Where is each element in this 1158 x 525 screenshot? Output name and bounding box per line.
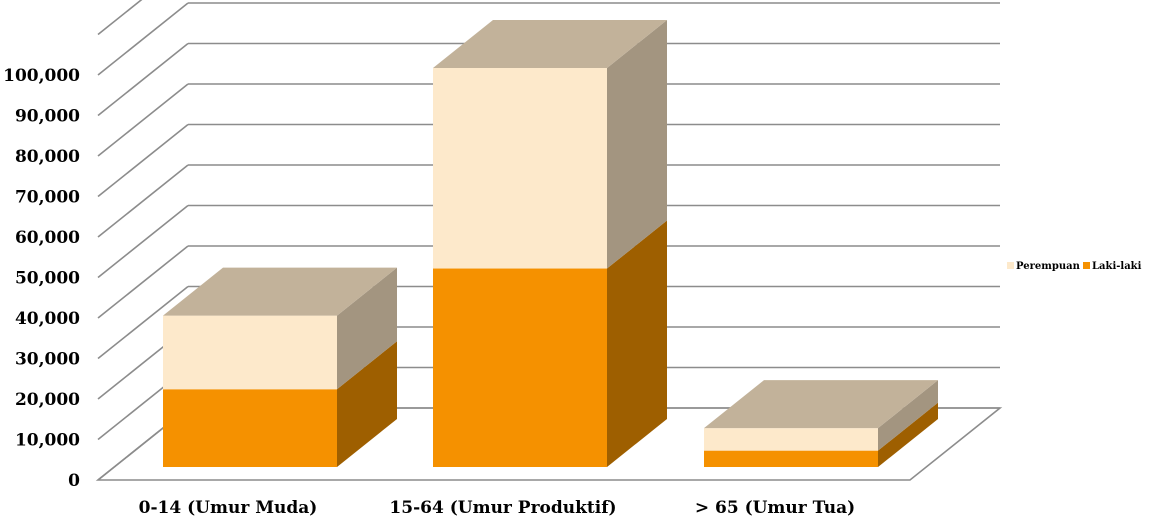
y-tick-label: 50,000 [15, 269, 80, 289]
legend-label: Perempuan [1016, 261, 1081, 272]
y-tick-label: 100,000 [3, 66, 80, 86]
y-tick-label: 10,000 [15, 431, 80, 451]
gridline-diagonal [97, 204, 189, 279]
bar-side-perempuan-2 [878, 380, 938, 451]
bar-side-laki-laki-0 [337, 341, 397, 467]
gridline-diagonal [97, 164, 189, 238]
y-tick-label: 30,000 [15, 350, 80, 370]
gridline-diagonal [97, 123, 189, 198]
bar-side-laki-laki-2 [878, 402, 938, 467]
gridline-diagonal [97, 42, 189, 117]
bars [163, 20, 938, 467]
legend: Perempuan Laki-laki [1007, 261, 1142, 272]
legend-swatch [1007, 262, 1014, 269]
bar-perempuan-1 [433, 68, 607, 269]
gridline-diagonal [97, 0, 143, 36]
bar-laki-laki-0 [163, 389, 337, 467]
x-category-label: > 65 (Umur Tua) [695, 498, 855, 518]
y-tick-labels: 0 10,000 20,000 30,000 40,000 50,000 60,000 70,… [3, 66, 80, 491]
bar-top-1 [433, 20, 667, 68]
axes [95, 407, 1003, 481]
bar-perempuan-2 [704, 428, 878, 451]
bar-perempuan-0 [163, 315, 337, 390]
gridline-diagonal [97, 83, 189, 157]
x-category-labels: 0-14 (Umur Muda) 15-64 (Umur Produktif) > … [139, 498, 856, 518]
y-tick-label: 20,000 [15, 390, 80, 410]
x-category-label: 15-64 (Umur Produktif) [389, 498, 616, 518]
bar-top-0 [163, 267, 397, 316]
bar-laki-laki-1 [433, 268, 607, 467]
gridline-diagonal [97, 285, 189, 360]
bar-top-2 [704, 380, 938, 429]
y-tick-label: 80,000 [15, 147, 80, 167]
gridline-diagonal [97, 245, 189, 319]
y-tick-label: 70,000 [15, 188, 80, 208]
legend-label: Laki-laki [1092, 261, 1142, 272]
y-tick-label: 60,000 [15, 228, 80, 248]
bar-side-perempuan-0 [337, 267, 397, 390]
bar-laki-laki-2 [704, 450, 878, 467]
y-tick-label: 0 [68, 471, 80, 491]
floor-outline [95, 407, 1003, 481]
y-tick-label: 40,000 [15, 309, 80, 329]
x-category-label: 0-14 (Umur Muda) [139, 498, 318, 518]
y-tick-label: 90,000 [15, 107, 80, 127]
gridline-diagonal [97, 2, 189, 76]
bar-side-laki-laki-1 [607, 220, 667, 467]
bar-side-perempuan-1 [607, 20, 667, 269]
legend-swatch [1083, 262, 1090, 269]
